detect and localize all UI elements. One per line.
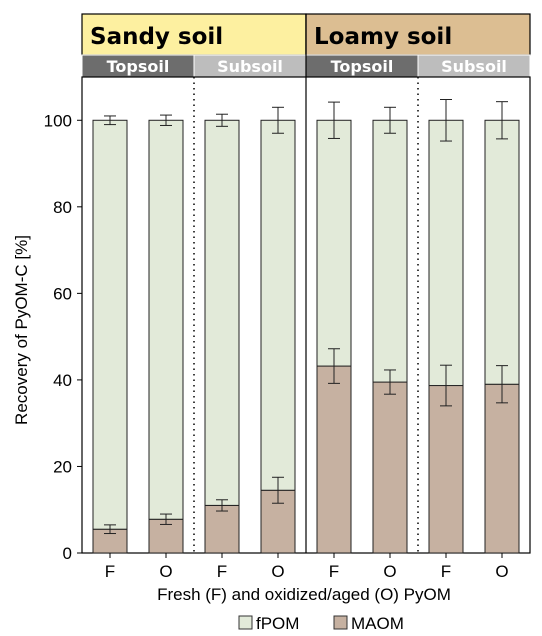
depth-banners: Topsoil Subsoil Topsoil Subsoil [81, 54, 531, 78]
y-tick-label: 20 [53, 457, 72, 476]
x-tick-label: O [271, 562, 284, 581]
y-axis: 0 20 40 60 80 100 [44, 111, 82, 563]
x-tick-label: F [105, 562, 115, 581]
bar-maom [204, 504, 240, 554]
x-tick-label: F [441, 562, 451, 581]
dividers-layer [193, 14, 419, 553]
bar-fpom [372, 119, 408, 383]
bar-fpom [428, 119, 464, 387]
soil-banner [81, 13, 307, 56]
soil-banners: Sandy soil Loamy soil [81, 13, 531, 56]
legend: fPOM MAOM [238, 614, 404, 633]
legend-label-maom: MAOM [351, 614, 404, 633]
depth-banner-label: Topsoil [331, 57, 394, 76]
plot-area [81, 14, 531, 554]
y-tick-label: 0 [63, 544, 72, 563]
y-tick-label: 80 [53, 198, 72, 217]
x-axis-label: Fresh (F) and oxidized/aged (O) PyOM [157, 585, 451, 604]
soil-banner [305, 13, 531, 56]
y-tick-label: 100 [44, 111, 72, 130]
legend-swatch-maom [333, 615, 348, 630]
bar-fpom [92, 119, 128, 530]
depth-banner-label: Subsoil [217, 57, 283, 76]
legend-label-fpom: fPOM [256, 614, 299, 633]
bar-maom [484, 383, 520, 554]
x-tick-label: F [329, 562, 339, 581]
soil-banner-label: Loamy soil [314, 24, 452, 50]
x-tick-label: F [217, 562, 227, 581]
bar-fpom [316, 119, 352, 367]
bar-fpom [204, 119, 240, 506]
x-tick-label: O [495, 562, 508, 581]
bar-maom [372, 381, 408, 554]
y-axis-label: Recovery of PyOM-C [%] [12, 235, 31, 425]
depth-banner-label: Subsoil [441, 57, 507, 76]
x-tick-label: O [383, 562, 396, 581]
y-tick-label: 60 [53, 284, 72, 303]
x-tick-label: O [159, 562, 172, 581]
y-tick-label: 40 [53, 371, 72, 390]
bar-fpom [260, 119, 296, 491]
bars-layer [92, 99, 520, 554]
bar-fpom [484, 119, 520, 385]
depth-banner-label: Topsoil [107, 57, 170, 76]
soil-banner-label: Sandy soil [90, 24, 223, 50]
bar-maom [316, 365, 352, 554]
bar-fpom [148, 119, 184, 520]
legend-swatch-fpom [238, 615, 253, 630]
bar-maom [428, 385, 464, 554]
